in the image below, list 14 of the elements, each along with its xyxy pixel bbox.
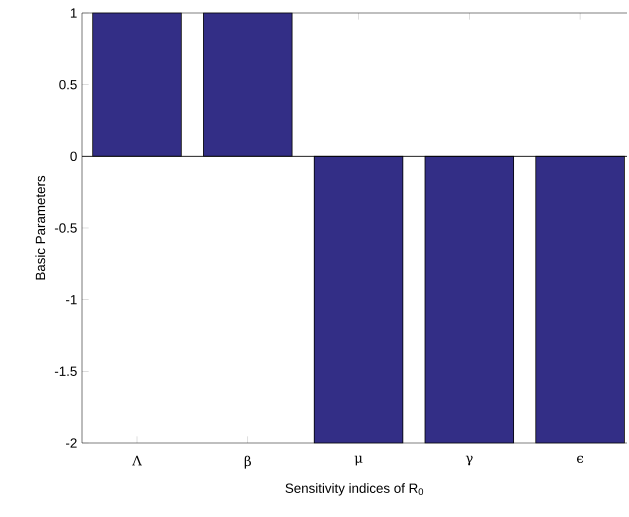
x-tick-label: ϵ	[577, 456, 584, 463]
y-tick-label: 1	[70, 8, 77, 18]
x-tick-label: γ	[466, 456, 473, 466]
y-tick-label: 0.5	[59, 80, 77, 90]
y-tick-label: 0	[70, 152, 77, 162]
x-axis-title: Sensitivity indices of R$_{0}$	[285, 483, 424, 496]
y-tick-label: -1.5	[54, 366, 77, 376]
y-tick-label: -0.5	[54, 223, 77, 233]
y-axis-title: Basic Parameters	[35, 176, 46, 280]
x-tick-label: μ	[354, 456, 362, 466]
y-tick-label: -1	[66, 295, 77, 304]
x-tick-label: β	[244, 456, 251, 469]
y-tick-label: -2	[66, 438, 77, 448]
x-tick-label: Λ	[132, 456, 142, 466]
